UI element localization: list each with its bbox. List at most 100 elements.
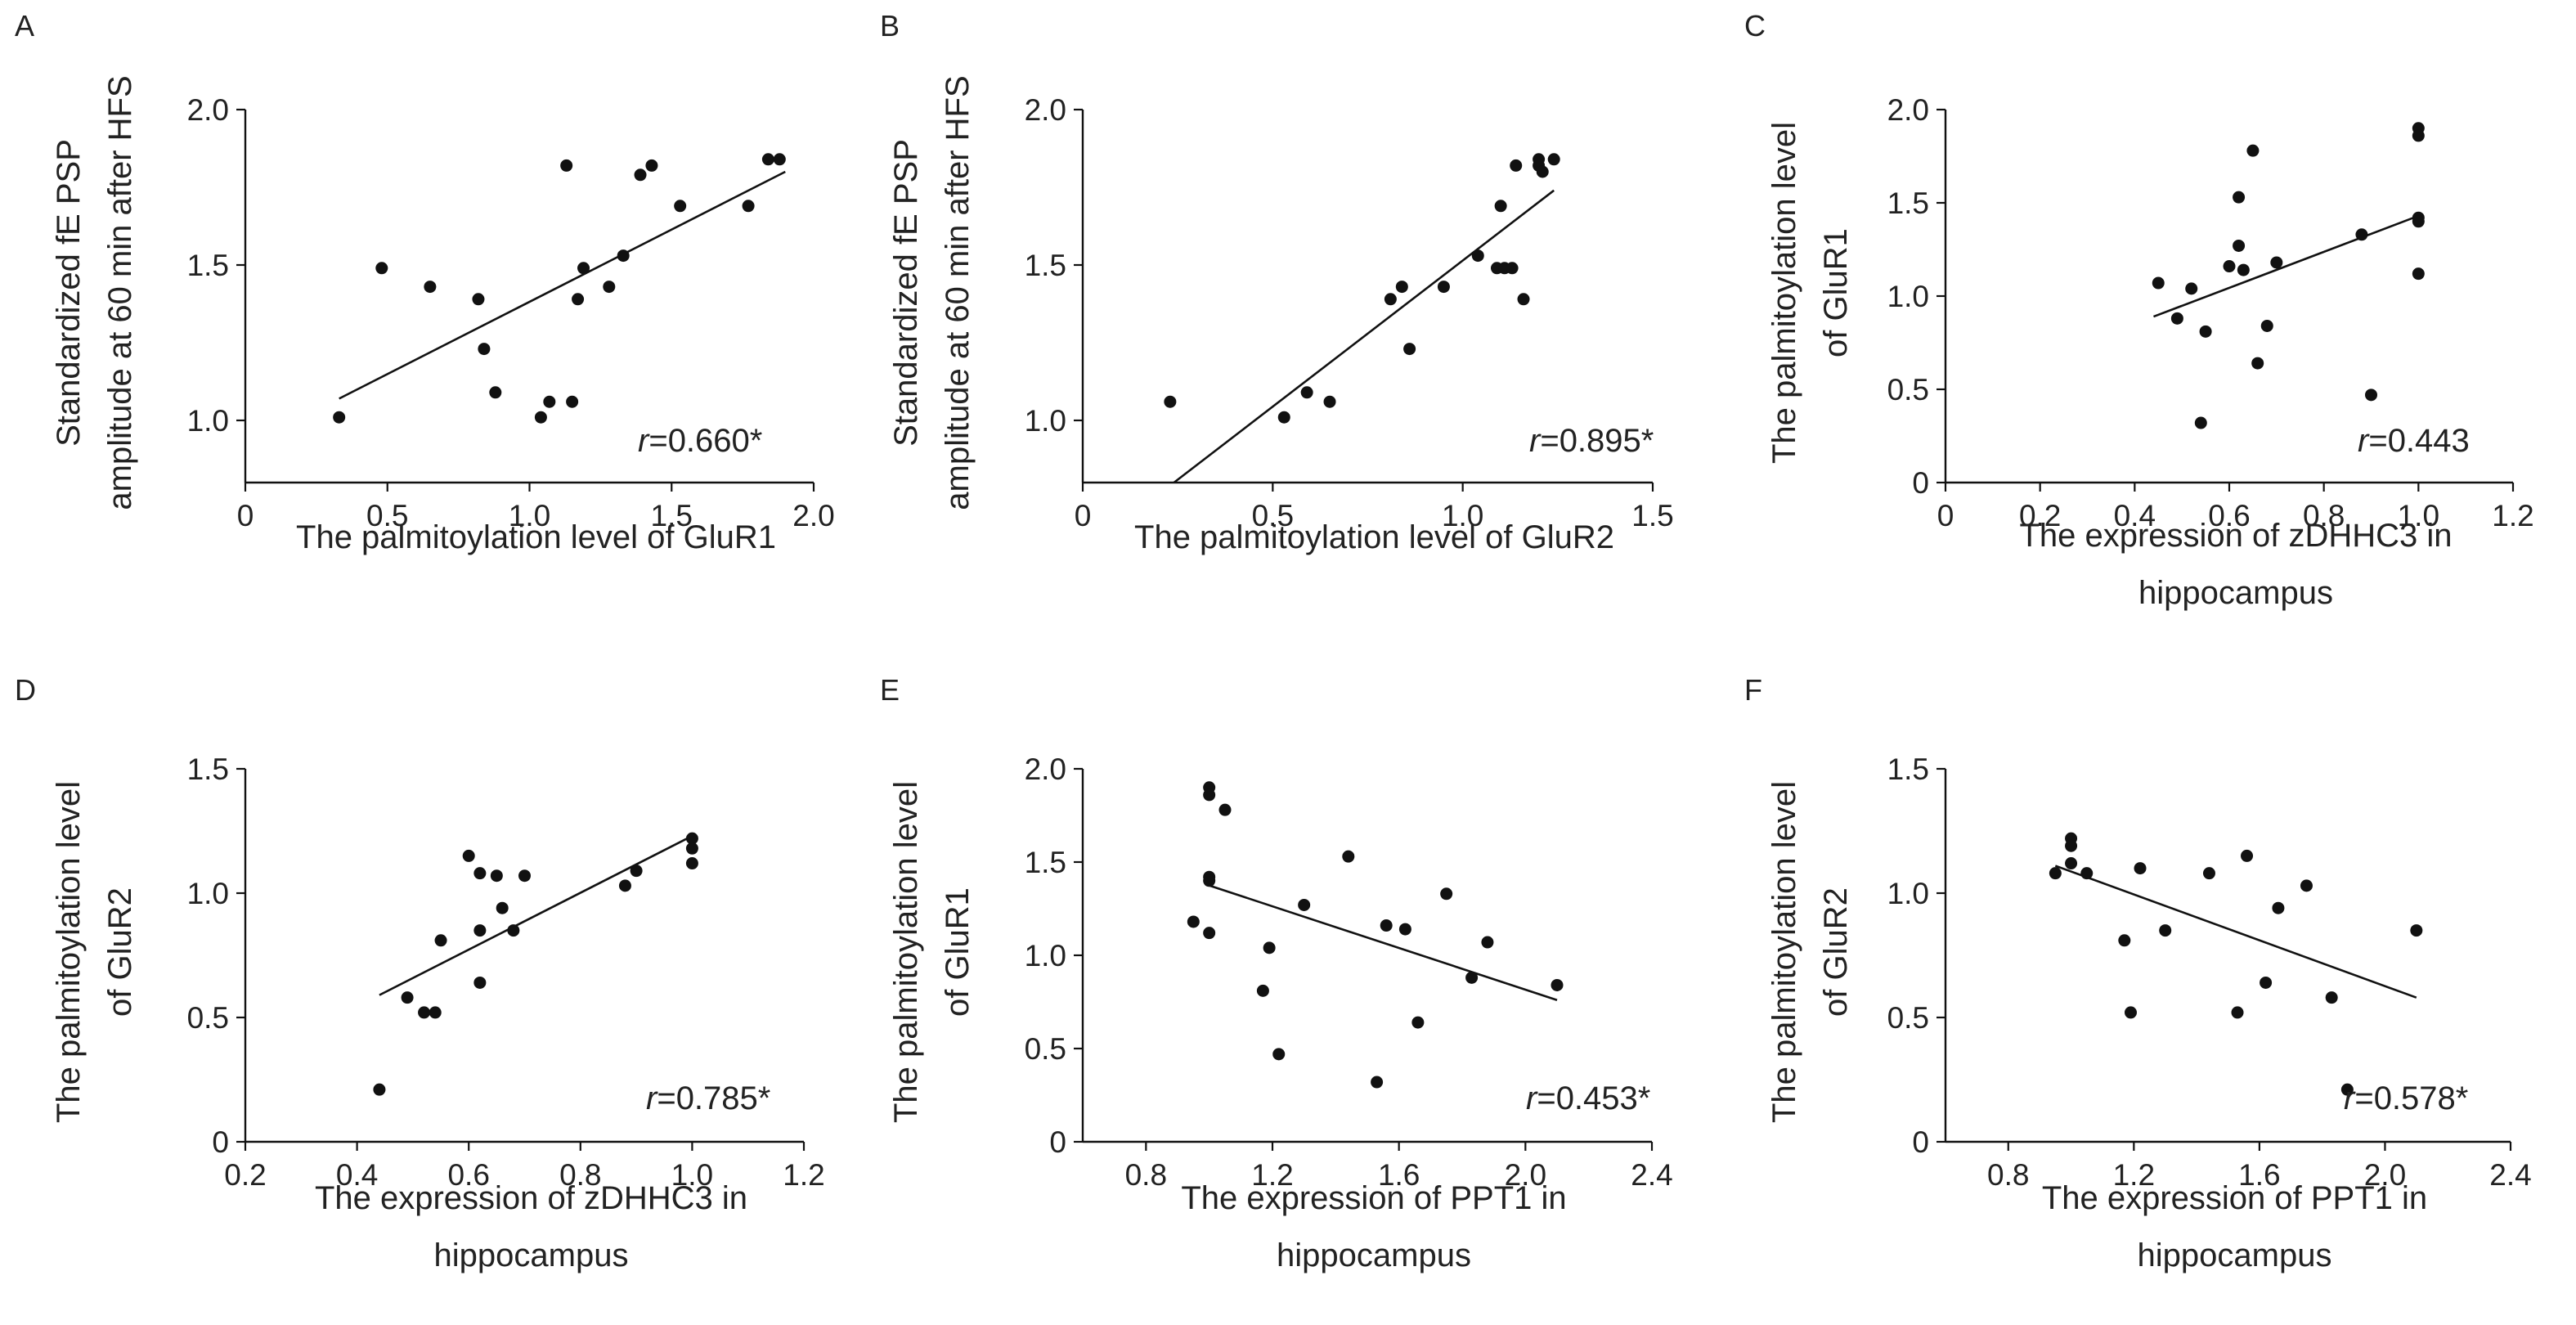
data-point [534,411,547,424]
correlation-label: r=0.453* [1526,1080,1650,1116]
x-axis-title: The expression of zDHHC3 in [315,1180,747,1216]
x-tick-label: 1.0 [2398,499,2439,532]
regression-line [1205,883,1558,1001]
data-point [577,262,590,275]
data-point [473,924,487,937]
x-tick-label: 1.2 [2492,499,2533,532]
x-tick-label: 0 [1075,499,1092,532]
correlation-value: =0.785* [657,1080,770,1116]
y-axis-title: The palmitoylation level [51,781,87,1123]
y-tick-label: 0 [1912,466,1929,500]
x-tick-label: 0.6 [2208,499,2250,532]
data-point [2251,357,2264,370]
data-point [2365,389,2377,402]
x-tick-label: 0 [1937,499,1954,532]
data-point [685,832,698,845]
y-tick-label: 0.5 [1887,373,1929,406]
data-point [1398,923,1411,936]
panel-letter: F [1744,673,1762,707]
data-point [418,1006,431,1019]
chart-panel-d: D 0 0.5 1.0 1.5 0.2 0.4 0.6 0.8 1.0 1.2 The express… [15,673,825,1273]
data-point [2118,934,2131,947]
data-point [2260,976,2273,989]
data-point [566,395,579,408]
data-point [1384,293,1397,306]
data-point [1517,293,1530,306]
data-point [2412,215,2425,228]
regression-line [2054,865,2417,999]
correlation-r-symbol: r [1526,1080,1538,1116]
x-axis-title: The expression of zDHHC3 in [2019,518,2452,554]
x-tick-label: 2.0 [1505,1158,1546,1192]
data-point [2325,991,2338,1004]
x-tick-label: 0.8 [1987,1158,2029,1192]
data-point [543,395,556,408]
x-tick-label: 0.4 [2114,499,2156,532]
data-point [478,343,491,356]
data-point [645,159,658,172]
data-point [1203,788,1216,802]
data-point [618,879,631,892]
y-tick-label: 1.0 [1025,939,1066,972]
y-axis-title: of GluR2 [1818,887,1854,1017]
data-point [1380,919,1393,932]
data-point [1263,941,1276,954]
y-tick-label: 2.0 [1025,752,1066,786]
x-tick-label: 0.8 [2303,499,2345,532]
y-tick-label: 2.0 [1887,93,1929,127]
data-point [2065,857,2078,870]
data-point [1272,1048,1286,1061]
y-tick-label: 1.5 [187,752,229,786]
data-point [1481,936,1494,949]
y-tick-label: 0.5 [1025,1032,1066,1066]
x-axis-title: hippocampus [2138,1237,2332,1273]
regression-line [379,834,693,996]
data-point [1395,281,1408,294]
data-point [1371,1076,1384,1089]
chart-panel-a: A 1.0 1.5 2.0 0 0.5 1.0 1.5 2.0 The palmitoylatio… [15,9,835,555]
x-tick-label: 2.4 [1631,1158,1672,1192]
y-tick-label: 1.0 [1887,280,1929,313]
correlation-label: r=0.785* [646,1080,770,1116]
data-point [1551,978,1564,991]
x-tick-label: 0.4 [336,1158,378,1192]
data-point [1300,386,1313,399]
y-axis-title: amplitude at 60 min after HFS [940,75,976,510]
correlation-label: r=0.578* [2344,1080,2468,1116]
correlation-label: r=0.660* [638,423,762,459]
data-point [1277,411,1290,424]
data-point [1203,874,1216,887]
panel-letter: E [880,673,900,707]
data-point [1437,281,1450,294]
data-point [2340,1083,2354,1096]
data-point [2355,228,2368,241]
panel-letter: B [880,9,900,43]
x-axis-title: hippocampus [434,1237,629,1273]
correlation-r-symbol: r [2358,423,2370,459]
data-point [1510,159,1523,172]
y-axis-title: of GluR1 [940,887,976,1017]
y-axis-title: of GluR2 [102,887,138,1017]
data-point [603,281,616,294]
data-point [489,386,502,399]
chart-panel-e: E 0 0.5 1.0 1.5 2.0 0.8 1.2 1.6 2.0 2.4 The express… [880,673,1673,1273]
data-point [1218,803,1232,816]
correlation-label: r=0.443 [2358,423,2470,459]
correlation-value: =0.453* [1537,1080,1650,1116]
x-tick-label: 1.6 [2238,1158,2280,1192]
data-point [1440,887,1453,901]
x-tick-label: 0.6 [447,1158,489,1192]
data-point [373,1083,386,1096]
panel-letter: C [1744,9,1766,43]
data-point [2170,312,2183,325]
y-tick-label: 2.0 [1025,93,1066,127]
data-point [634,168,647,182]
chart-panel-c: C 0 0.5 1.0 1.5 2.0 0 0.2 0.4 0.6 0.8 1.0 1.2 The exp… [1744,9,2534,611]
correlation-value: =0.443 [2368,423,2469,459]
data-point [401,991,414,1004]
data-point [2194,416,2207,429]
x-tick-label: 0.5 [366,499,408,532]
x-tick-label: 0 [237,499,254,532]
x-tick-label: 1.0 [671,1158,713,1192]
